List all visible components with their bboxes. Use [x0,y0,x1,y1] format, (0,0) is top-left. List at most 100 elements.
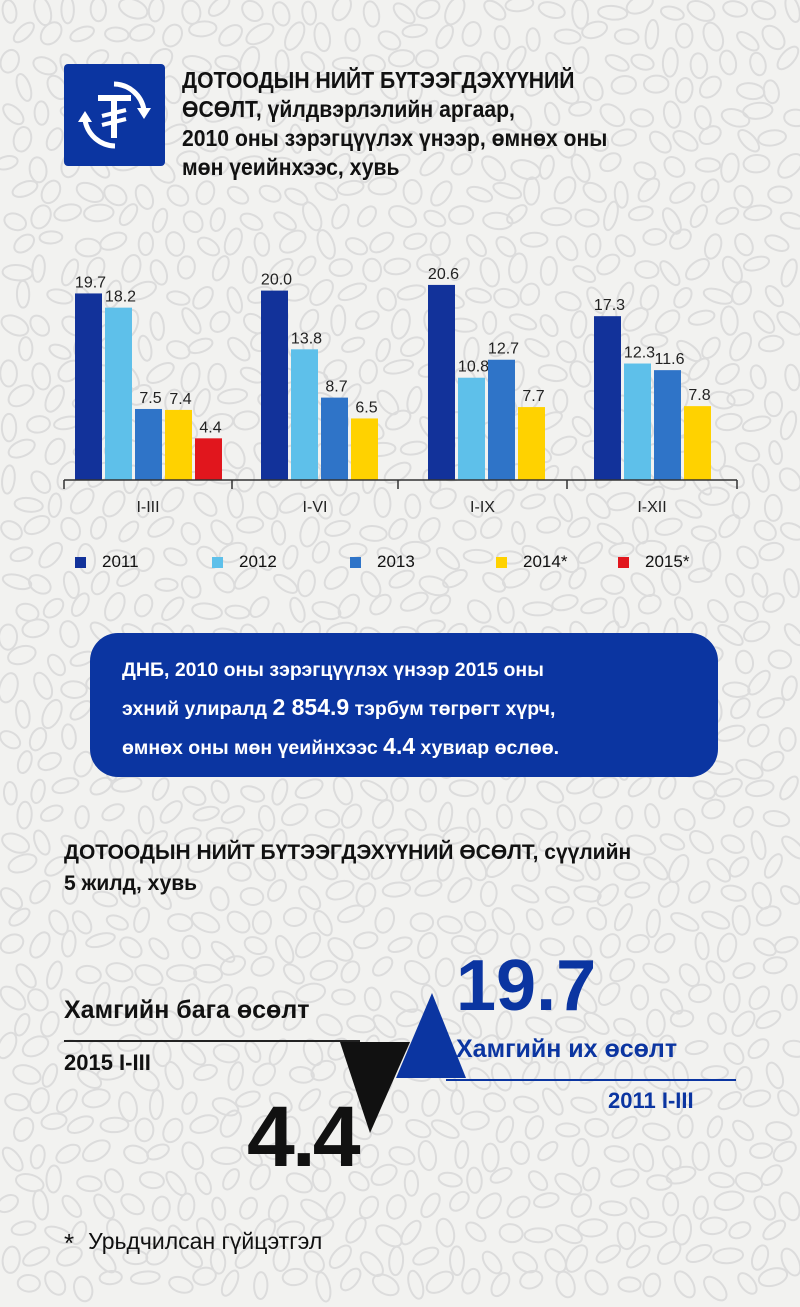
pattern-shape [675,544,694,569]
pattern-shape [69,25,95,43]
pattern-shape [565,774,595,795]
pattern-shape [387,936,413,954]
pattern-shape [0,314,30,337]
pattern-shape [66,1115,95,1134]
pattern-shape [685,258,710,281]
pattern-shape [340,960,361,984]
pattern-shape [703,1275,728,1302]
pattern-shape [616,281,635,310]
pattern-shape [137,1227,163,1246]
pattern-shape [568,100,593,117]
pattern-shape [331,56,360,72]
pattern-shape [161,596,185,622]
pattern-shape [60,0,75,25]
pattern-shape [603,200,619,232]
pattern-shape [482,572,507,593]
pattern-shape [750,830,767,861]
pattern-shape [551,905,575,926]
pattern-shape [763,391,784,418]
pattern-shape [46,288,74,305]
pattern-shape [99,1116,130,1134]
pattern-shape [358,830,378,856]
pattern-shape [762,956,788,975]
pattern-shape [168,1275,194,1294]
pattern-shape [555,1270,576,1299]
pattern-shape [686,0,716,22]
pattern-shape [180,100,198,124]
pattern-shape [195,1217,216,1244]
pattern-shape [689,204,709,229]
pattern-shape [553,28,582,45]
pattern-shape [698,125,722,146]
pattern-shape [270,156,296,174]
pattern-shape [193,963,224,984]
pattern-shape [606,491,636,512]
pattern-shape [508,252,528,284]
pattern-shape [220,805,246,824]
pattern-shape [657,880,680,908]
pattern-shape [610,75,637,95]
pattern-shape [434,132,457,152]
pattern-shape [539,937,566,957]
pattern-shape [386,1194,407,1220]
pattern-shape [165,964,198,983]
pattern-shape [399,336,426,357]
pattern-shape [610,1168,640,1188]
pattern-shape [545,51,564,76]
pattern-shape [191,74,211,100]
pattern-shape [582,1166,601,1192]
pattern-shape [631,516,649,545]
pattern-shape [345,1216,367,1244]
pattern-shape [734,232,754,257]
pattern-shape [134,547,155,573]
pattern-shape [403,232,428,251]
pattern-shape [210,779,230,804]
pattern-shape [706,1115,724,1139]
pattern-shape [658,775,677,800]
pattern-shape [219,1109,242,1138]
pattern-shape [753,1195,777,1221]
bar-I-XII-2012 [624,363,651,480]
pattern-shape [271,778,289,806]
pattern-shape [253,1271,269,1300]
pattern-shape [572,935,593,959]
pattern-shape [98,1270,123,1286]
pattern-shape [15,602,40,622]
pattern-shape [572,46,590,75]
pattern-shape [331,0,352,22]
pattern-shape [343,75,368,96]
pattern-shape [674,499,703,519]
pattern-shape [239,212,264,231]
pattern-shape [452,519,477,541]
pattern-shape [1,1245,21,1274]
pattern-shape [297,255,317,277]
pattern-shape [767,185,793,204]
pattern-shape [757,1267,789,1288]
pattern-shape [492,181,523,200]
pattern-shape [251,1012,275,1031]
pattern-shape [316,229,336,260]
pattern-shape [10,1220,37,1236]
pattern-shape [348,1171,370,1192]
pattern-shape [523,1227,554,1244]
pattern-shape [511,105,533,132]
pattern-shape [732,1119,755,1142]
pattern-shape [118,520,140,543]
pattern-shape [14,1173,45,1193]
pattern-shape [151,207,169,234]
pattern-shape [8,907,31,927]
pattern-shape [705,960,726,984]
pattern-shape [0,730,22,750]
pattern-shape [617,1276,642,1293]
pattern-shape [256,491,279,520]
pattern-shape [387,100,415,124]
pattern-shape [554,1224,583,1245]
pattern-shape [299,516,320,548]
pattern-shape [616,1221,637,1251]
pattern-shape [512,832,538,855]
pattern-shape [129,1270,161,1285]
pattern-shape [388,1245,405,1277]
pattern-shape [735,758,764,780]
min-divider [64,1040,360,1042]
pattern-shape [442,568,468,589]
